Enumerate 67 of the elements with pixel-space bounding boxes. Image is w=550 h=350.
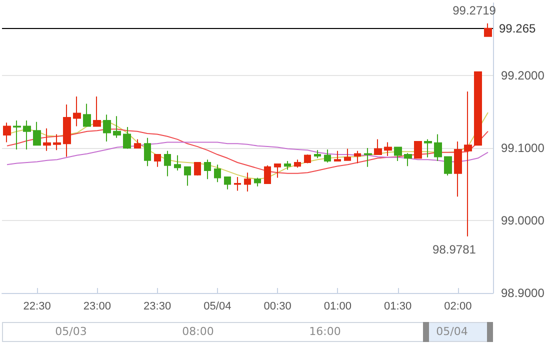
candlestick <box>23 120 31 150</box>
line-series <box>6 128 488 174</box>
candlestick <box>73 96 81 127</box>
y-tick-label: 99.0000 <box>501 214 545 228</box>
candlestick <box>244 172 251 192</box>
candlestick <box>174 154 181 171</box>
candlestick <box>274 163 281 178</box>
x-tick-label: 01:00 <box>324 300 352 312</box>
candlestick <box>234 176 241 192</box>
candlestick <box>13 120 21 150</box>
candlestick <box>454 140 462 198</box>
candlestick <box>364 148 372 168</box>
candlestick <box>83 103 91 127</box>
candlestick <box>334 150 341 162</box>
x-tick-label: 22:30 <box>23 300 51 312</box>
candlestick <box>184 166 191 186</box>
candlestick <box>164 150 171 177</box>
x-tick-label: 23:30 <box>144 300 172 312</box>
candlestick <box>354 150 361 164</box>
candlestick <box>113 116 121 138</box>
candlestick <box>134 138 141 148</box>
line-series <box>6 142 488 166</box>
candlestick <box>474 71 482 146</box>
x-tick-label: 23:00 <box>83 300 111 312</box>
candlestick <box>304 154 311 164</box>
ref-line-label: 99.265 <box>499 21 536 36</box>
candlestick <box>103 114 111 142</box>
candlestick <box>93 96 101 127</box>
range-slider: 05/03 08:00 16:00 05/04 <box>2 322 493 342</box>
y-tick-label: 99.1000 <box>501 141 545 155</box>
candlestick <box>404 152 412 167</box>
y-tick-label: 98.9000 <box>501 286 545 300</box>
candlestick <box>154 154 161 168</box>
x-tick-label: 05/04 <box>204 300 232 312</box>
candlestick <box>63 104 71 158</box>
candlestick <box>484 22 492 37</box>
candlestick <box>424 138 432 158</box>
candlestick <box>123 126 131 150</box>
x-tick-label: 02:00 <box>444 300 472 312</box>
candlestick <box>284 160 291 170</box>
y-tick-label: 99.2000 <box>501 68 545 82</box>
candlestick <box>314 150 321 159</box>
candlestick <box>394 146 402 162</box>
candlestick <box>344 148 351 161</box>
candlestick <box>414 140 422 159</box>
candlestick <box>214 164 221 183</box>
candlestick <box>33 121 41 146</box>
candlestick <box>144 137 151 167</box>
candlestick <box>194 162 201 176</box>
x-tick-label: 01:30 <box>384 300 412 312</box>
candlestick <box>444 156 452 176</box>
candlestick <box>384 142 392 156</box>
candlestick <box>3 122 11 143</box>
candlestick <box>464 90 472 237</box>
candlestick <box>264 164 271 184</box>
candlestick <box>204 159 211 180</box>
candlestick <box>53 134 61 151</box>
candlestick <box>374 138 382 156</box>
annotation: 99.2719 <box>452 3 496 18</box>
candlestick <box>254 177 261 187</box>
candlestick <box>224 176 231 190</box>
x-tick-label: 00:30 <box>264 300 292 312</box>
candlestick <box>43 128 51 152</box>
candlestick <box>294 159 301 168</box>
annotation: 98.9781 <box>432 242 476 256</box>
candlestick <box>434 134 442 162</box>
candlestick <box>324 148 331 163</box>
